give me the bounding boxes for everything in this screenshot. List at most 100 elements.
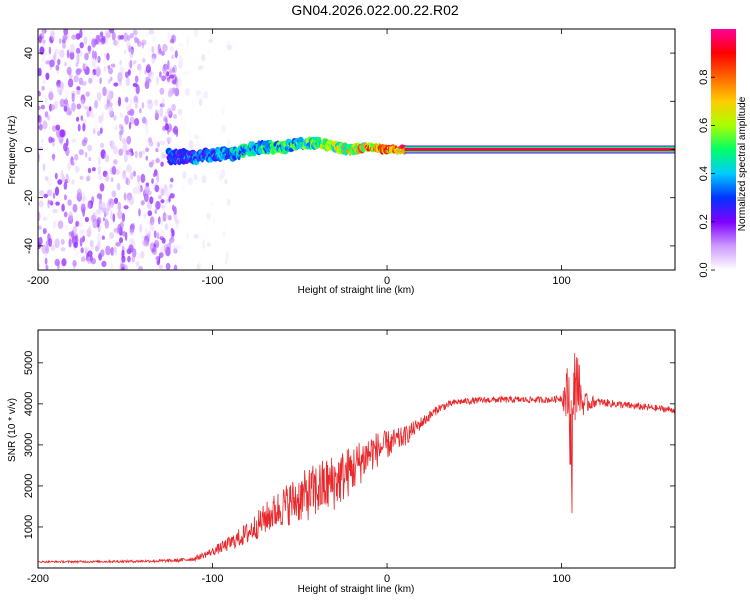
- spectrogram-noise-cell: [87, 167, 92, 174]
- spectrogram-noise-cell: [164, 123, 169, 131]
- spectrogram-noise-cell: [79, 229, 85, 236]
- spectrogram-noise-cell: [148, 230, 152, 238]
- spectrogram-noise-cell: [79, 222, 84, 228]
- spectrogram-noise-cell: [87, 202, 92, 209]
- spectrogram-noise-cell: [95, 34, 101, 45]
- spectrogram-noise-cell: [41, 56, 46, 63]
- spectrogram-noise-cell: [156, 172, 160, 183]
- spectrogram-noise-cell: [156, 75, 159, 86]
- spectrogram-noise-cell: [138, 208, 141, 217]
- spectrogram-noise-cell: [139, 66, 142, 76]
- spectrogram-noise-cell: [117, 201, 122, 212]
- spectrogram-noise-cell: [166, 136, 172, 143]
- spectrogram-noise-cell: [38, 236, 43, 246]
- spectrogram-noise-cell: [105, 173, 109, 182]
- spectrogram-noise-cell: [181, 265, 185, 270]
- spectrogram-noise-cell: [133, 95, 138, 103]
- spectrogram-noise-cell: [95, 67, 101, 77]
- spectrogram-noise-cell: [165, 246, 171, 257]
- colorbar-tick-label: 0.8: [698, 70, 710, 85]
- spectrogram-noise-cell: [46, 189, 53, 197]
- spectrogram-noise-cell: [201, 190, 205, 201]
- spectrogram-noise-cell: [66, 66, 72, 76]
- spectrogram-noise-cell: [122, 143, 128, 153]
- spectrogram-noise-cell: [165, 262, 171, 270]
- spectrogram-noise-cell: [42, 228, 47, 235]
- spectrogram-noise-cell: [109, 140, 113, 147]
- spectrogram-noise-cell: [166, 198, 170, 204]
- spectrogram-noise-cell: [149, 71, 155, 79]
- spectrogram-noise-cell: [41, 85, 45, 91]
- spectrogram-noise-cell: [91, 71, 94, 80]
- spectrogram-x-tick-label: 0: [384, 275, 390, 287]
- spectrogram-noise-cell: [97, 55, 101, 64]
- spectrogram-noise-cell: [162, 43, 168, 52]
- spectrogram-noise-cell: [42, 216, 48, 221]
- spectrogram-noise-cell: [97, 165, 101, 176]
- spectrogram-noise-cell: [140, 250, 145, 259]
- spectrogram-noise-cell: [45, 72, 50, 81]
- spectrogram-noise-cell: [126, 41, 131, 50]
- spectrogram-noise-cell: [94, 99, 99, 109]
- spectrogram-noise-cell: [38, 142, 41, 147]
- spectrogram-noise-cell: [148, 29, 155, 35]
- colorbar-gradient: [711, 29, 736, 270]
- spectrogram-noise-cell: [64, 225, 69, 231]
- spectrogram-noise-cell: [145, 125, 149, 136]
- spectrogram-noise-cell: [40, 104, 46, 110]
- colorbar-tick-label: 0.2: [698, 214, 710, 229]
- spectrogram-noise-cell: [169, 74, 175, 79]
- spectrogram-noise-cell: [121, 173, 127, 181]
- spectrogram-noise-cell: [49, 59, 55, 68]
- spectrogram-noise-cell: [116, 182, 121, 191]
- spectrogram-noise-cell: [62, 41, 66, 49]
- spectrogram-noise-cell: [160, 216, 164, 226]
- spectrogram-noise-cell: [41, 138, 44, 144]
- spectrogram-noise-cell: [84, 105, 89, 110]
- spectrogram-noise-cell: [126, 164, 132, 173]
- spectrogram-noise-cell: [222, 230, 226, 238]
- spectrogram-noise-cell: [202, 161, 209, 167]
- spectrogram-noise-cell: [161, 75, 166, 82]
- spectrogram-noise-cell: [112, 213, 116, 223]
- spectrogram-noise-cell: [71, 92, 75, 103]
- snr-series-line: [38, 353, 675, 564]
- spectrogram-noise-cell: [91, 58, 96, 68]
- spectrogram-noise-cell: [154, 184, 160, 193]
- spectrogram-noise-cell: [86, 228, 92, 238]
- spectrogram-noise-cell: [97, 232, 102, 243]
- spectrogram-noise-cell: [139, 224, 143, 233]
- spectrogram-noise-cell: [166, 77, 171, 83]
- spectrogram-noise-cell: [132, 82, 138, 88]
- spectrogram-noise-cell: [170, 227, 174, 234]
- spectrogram-noise-cell: [177, 108, 183, 116]
- spectrogram-noise-cell: [78, 149, 84, 156]
- spectrogram-noise-cell: [159, 107, 163, 117]
- spectrogram-noise-cell: [71, 138, 77, 144]
- spectrogram-noise-cell: [164, 63, 168, 73]
- spectrogram-noise-cell: [56, 84, 60, 93]
- spectrogram-noise-cell: [126, 135, 132, 145]
- spectrogram-x-label: Height of straight line (km): [298, 285, 415, 296]
- spectrogram-noise-cell: [144, 185, 150, 194]
- spectrogram-noise-cell: [59, 49, 65, 58]
- spectrogram-noise-cell: [164, 201, 167, 208]
- snr-x-tick-label: -200: [27, 573, 49, 585]
- spectrogram-noise-cell: [119, 131, 122, 142]
- spectrogram-noise-cell: [44, 257, 48, 265]
- spectrogram-noise-cell: [72, 260, 77, 267]
- spectrogram-noise-cell: [72, 225, 77, 235]
- spectrogram-noise-cell: [104, 154, 110, 163]
- spectrogram-noise-cell: [119, 60, 122, 66]
- spectrogram-noise-cell: [207, 48, 211, 54]
- spectrogram-noise-cell: [175, 221, 179, 229]
- spectrogram-noise-cell: [212, 216, 216, 224]
- snr-frame: [37, 329, 676, 569]
- spectrogram-noise-cell: [175, 83, 179, 89]
- spectrogram-noise-cell: [145, 147, 150, 153]
- spectrogram-noise-cell: [169, 184, 173, 189]
- spectrogram-noise-cell: [38, 225, 42, 231]
- spectrogram-noise-cell: [84, 151, 88, 158]
- spectrogram-noise-cell: [146, 99, 153, 104]
- spectrogram-noise-cell: [101, 35, 106, 42]
